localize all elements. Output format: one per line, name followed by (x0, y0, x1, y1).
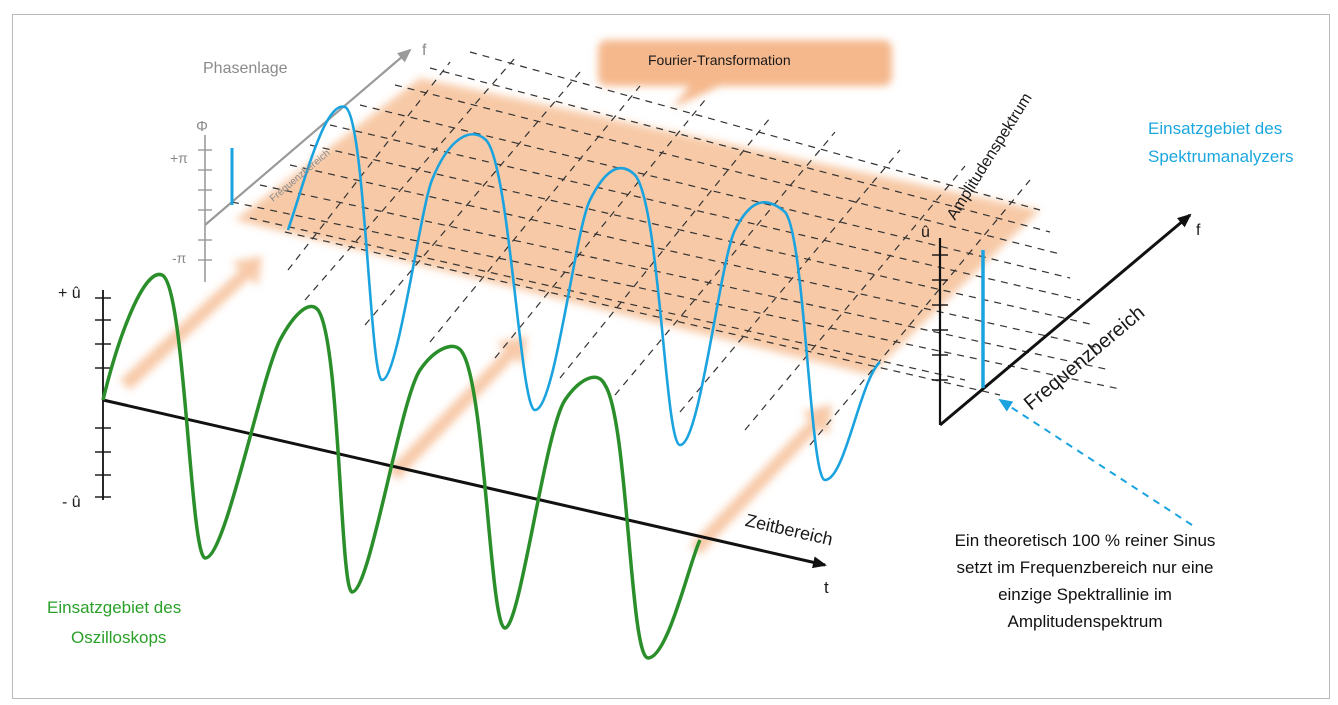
diagram-frame (12, 14, 1330, 699)
blue-sine-wave (286, 105, 881, 482)
fourier-plane (235, 78, 1040, 375)
minus-u-label: - û (62, 494, 81, 511)
fourier-callout (598, 40, 892, 108)
oscilloscope-title-line1: Einsatzgebiet des (47, 598, 182, 617)
minus-pi-label: -π (172, 250, 187, 266)
analyzer-title-line1: Einsatzgebiet des (1148, 119, 1283, 138)
u-hat-right-label: û (921, 224, 930, 241)
pointer-arrow (998, 398, 1193, 526)
transfer-arrows (120, 256, 832, 555)
plus-u-label: + û (58, 285, 81, 302)
phi-label: Φ (196, 118, 208, 135)
phase-f-axis-label: f (422, 42, 427, 59)
t-axis-label: t (824, 578, 829, 597)
amplitude-axes (932, 213, 1192, 427)
green-sine-wave (101, 272, 702, 660)
analyzer-title-line2: Spektrumanalyzers (1148, 147, 1294, 166)
phase-axes (198, 48, 412, 282)
phasenlage-label: Phasenlage (203, 60, 288, 77)
fourier-transformation-label: Fourier-Transformation (648, 52, 791, 68)
plus-pi-label: +π (170, 150, 188, 166)
note-line-2: setzt im Frequenzbereich nur eine (956, 558, 1214, 577)
note-line-1: Ein theoretisch 100 % reiner Sinus (954, 531, 1216, 550)
oscilloscope-title-line2: Oszilloskops (71, 628, 167, 647)
sine-note: Ein theoretisch 100 % reiner Sinus setzt… (905, 527, 1265, 635)
note-line-4: Amplitudenspektrum (1007, 612, 1163, 631)
f-right-axis-label: f (1196, 222, 1201, 239)
note-line-3: einzige Spektrallinie im (998, 585, 1172, 604)
